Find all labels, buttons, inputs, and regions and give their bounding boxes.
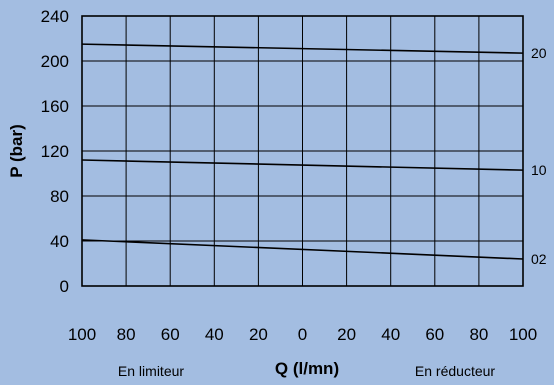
y-tick-label: 40	[50, 232, 69, 251]
x-tick-label: 60	[425, 325, 444, 344]
series-line-20	[81, 43, 524, 54]
grid	[82, 16, 523, 286]
x-tick-label: 20	[249, 325, 268, 344]
y-axis-title: P (bar)	[7, 124, 26, 178]
x-tick-label: 40	[381, 325, 400, 344]
series-label-10: 10	[531, 162, 547, 178]
plot-frame	[81, 15, 524, 287]
x-tick-label: 0	[298, 325, 307, 344]
series-label-02: 02	[531, 251, 547, 267]
x-tick-label: 80	[117, 325, 136, 344]
series-lines	[81, 43, 524, 260]
series-label-20: 20	[531, 45, 547, 61]
x-left-label: En limiteur	[118, 363, 184, 379]
x-tick-label: 80	[469, 325, 488, 344]
series-labels: 20 10 02	[531, 45, 547, 267]
y-tick-labels: 0 40 80 120 160 200 240	[41, 7, 69, 296]
x-tick-label: 60	[161, 325, 180, 344]
y-tick-label: 200	[41, 52, 69, 71]
x-axis-title: Q (l/mn)	[275, 359, 339, 378]
y-tick-label: 160	[41, 97, 69, 116]
x-tick-label: 20	[337, 325, 356, 344]
x-tick-labels: 100 80 60 40 20 0 20 40 60 80 100	[68, 325, 537, 344]
series-line-02	[81, 239, 524, 260]
x-right-label: En réducteur	[415, 363, 495, 379]
y-tick-label: 240	[41, 7, 69, 26]
x-tick-label: 100	[509, 325, 537, 344]
series-line-10	[81, 159, 524, 171]
y-tick-label: 120	[41, 142, 69, 161]
x-tick-label: 40	[205, 325, 224, 344]
y-tick-label: 80	[50, 187, 69, 206]
y-tick-label: 0	[60, 277, 69, 296]
x-tick-label: 100	[68, 325, 96, 344]
